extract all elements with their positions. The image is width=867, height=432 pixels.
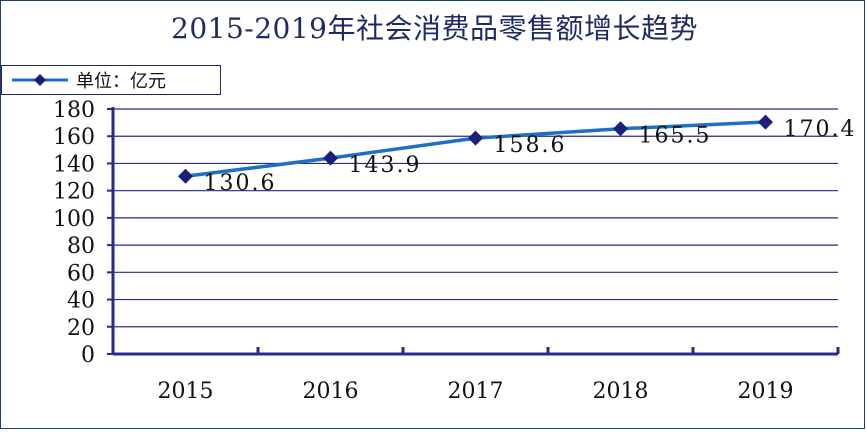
data-point-marker	[613, 121, 628, 137]
chart-title: 2015-2019年社会消费品零售额增长趋势	[171, 12, 698, 45]
x-tick-label: 2018	[593, 379, 649, 404]
data-label: 170.4	[784, 117, 857, 142]
legend: 单位：亿元	[1, 65, 221, 95]
data-point-marker	[758, 114, 773, 130]
data-label: 130.6	[204, 171, 277, 196]
y-tick-label: 180	[53, 98, 95, 123]
y-tick-label: 60	[67, 261, 95, 286]
y-tick-label: 140	[53, 152, 95, 177]
x-tick-label: 2016	[303, 379, 359, 404]
x-tick-label: 2017	[448, 379, 504, 404]
y-tick-label: 100	[53, 207, 95, 232]
y-tick-label: 0	[81, 343, 95, 368]
x-tick-label: 2019	[738, 379, 794, 404]
y-tick-label: 160	[53, 125, 95, 150]
y-tick-label: 80	[67, 234, 95, 259]
legend-label: 单位：亿元	[76, 71, 166, 92]
data-label: 143.9	[349, 153, 422, 178]
data-point-marker	[468, 130, 483, 146]
y-tick-label: 40	[67, 289, 95, 314]
legend-swatch	[12, 74, 68, 86]
data-point-marker	[323, 150, 338, 166]
x-tick-label: 2015	[158, 379, 214, 404]
data-label: 158.6	[494, 133, 567, 158]
data-point-marker	[178, 168, 193, 184]
y-tick-label: 20	[67, 316, 95, 341]
data-label: 165.5	[639, 124, 712, 149]
y-tick-label: 120	[53, 180, 95, 205]
